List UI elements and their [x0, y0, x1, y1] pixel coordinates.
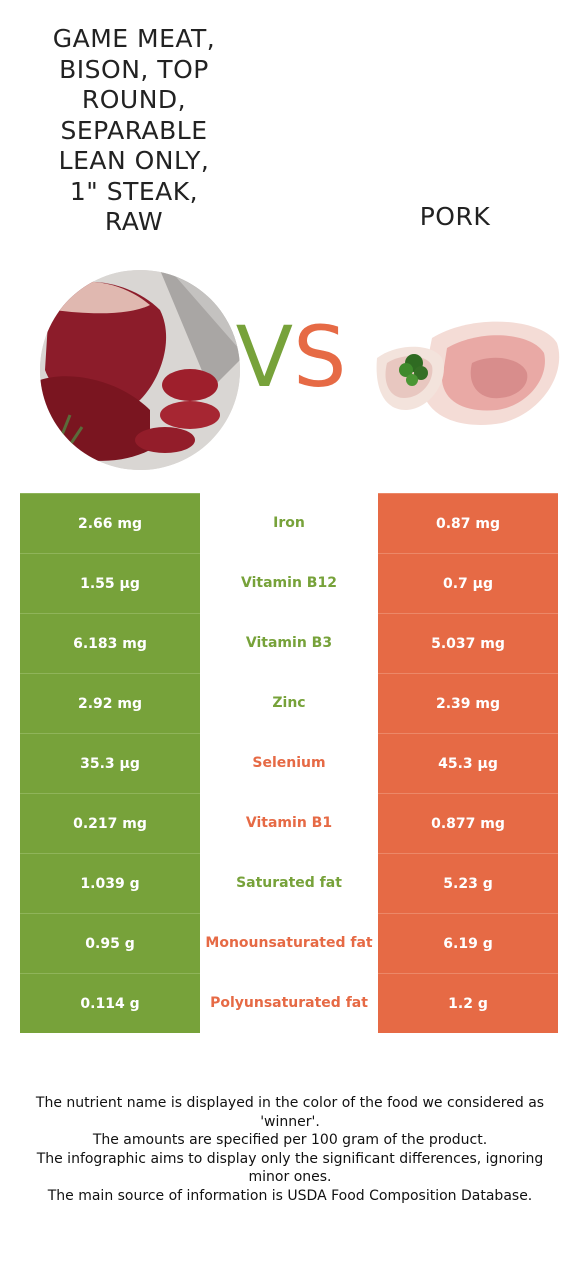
table-row: 1.55 µg Vitamin B12 0.7 µg — [20, 553, 558, 613]
nutrient-name: Saturated fat — [200, 853, 378, 913]
left-value: 2.66 mg — [20, 493, 200, 553]
left-value: 0.114 g — [20, 973, 200, 1033]
nutrient-name: Vitamin B12 — [200, 553, 378, 613]
right-food-title: PORK — [419, 202, 491, 231]
table-row: 0.114 g Polyunsaturated fat 1.2 g — [20, 973, 558, 1033]
left-value: 35.3 µg — [20, 733, 200, 793]
footer-note: The main source of information is USDA F… — [47, 1187, 533, 1204]
left-food-title: GAME MEAT, BISON, TOP ROUND, SEPARABLE L… — [52, 24, 216, 236]
footer-note: The amounts are specified per 100 gram o… — [92, 1132, 488, 1148]
left-value: 1.039 g — [20, 853, 200, 913]
right-value: 45.3 µg — [378, 733, 558, 793]
left-value: 1.55 µg — [20, 553, 200, 613]
nutrient-name: Vitamin B1 — [200, 793, 378, 853]
right-value: 6.19 g — [378, 913, 558, 973]
table-row: 2.92 mg Zinc 2.39 mg — [20, 673, 558, 733]
nutrient-name: Selenium — [200, 733, 378, 793]
right-value: 1.2 g — [378, 973, 558, 1033]
left-value: 0.95 g — [20, 913, 200, 973]
vs-v-letter: V — [235, 308, 294, 406]
table-row: 0.217 mg Vitamin B1 0.877 mg — [20, 793, 558, 853]
nutrient-name: Monounsaturated fat — [200, 913, 378, 973]
table-row: 6.183 mg Vitamin B3 5.037 mg — [20, 613, 558, 673]
left-value: 6.183 mg — [20, 613, 200, 673]
right-value: 5.037 mg — [378, 613, 558, 673]
table-row: 1.039 g Saturated fat 5.23 g — [20, 853, 558, 913]
pork-illustration — [376, 321, 560, 425]
table-row: 2.66 mg Iron 0.87 mg — [20, 493, 558, 553]
right-value: 0.877 mg — [378, 793, 558, 853]
left-value: 0.217 mg — [20, 793, 200, 853]
left-value: 2.92 mg — [20, 673, 200, 733]
pork-image — [372, 318, 562, 428]
nutrient-name: Iron — [200, 493, 378, 553]
vs-label: VS — [226, 312, 356, 402]
nutrient-name: Vitamin B3 — [200, 613, 378, 673]
right-value: 0.87 mg — [378, 493, 558, 553]
right-value: 5.23 g — [378, 853, 558, 913]
vs-s-letter: S — [293, 308, 347, 406]
table-row: 0.95 g Monounsaturated fat 6.19 g — [20, 913, 558, 973]
comparison-table: 2.66 mg Iron 0.87 mg 1.55 µg Vitamin B12 0.7 … — [20, 493, 558, 1033]
bison-meat-image — [40, 270, 240, 470]
footer-note: The nutrient name is displayed in the co… — [35, 1095, 545, 1130]
footer-notes: The nutrient name is displayed in the co… — [18, 1094, 562, 1205]
bison-meat-illustration — [40, 270, 240, 470]
table-row: 35.3 µg Selenium 45.3 µg — [20, 733, 558, 793]
footer-note: The infographic aims to display only the… — [36, 1150, 544, 1186]
nutrient-name: Zinc — [200, 673, 378, 733]
right-value: 2.39 mg — [378, 673, 558, 733]
nutrient-name: Polyunsaturated fat — [200, 973, 378, 1033]
right-value: 0.7 µg — [378, 553, 558, 613]
